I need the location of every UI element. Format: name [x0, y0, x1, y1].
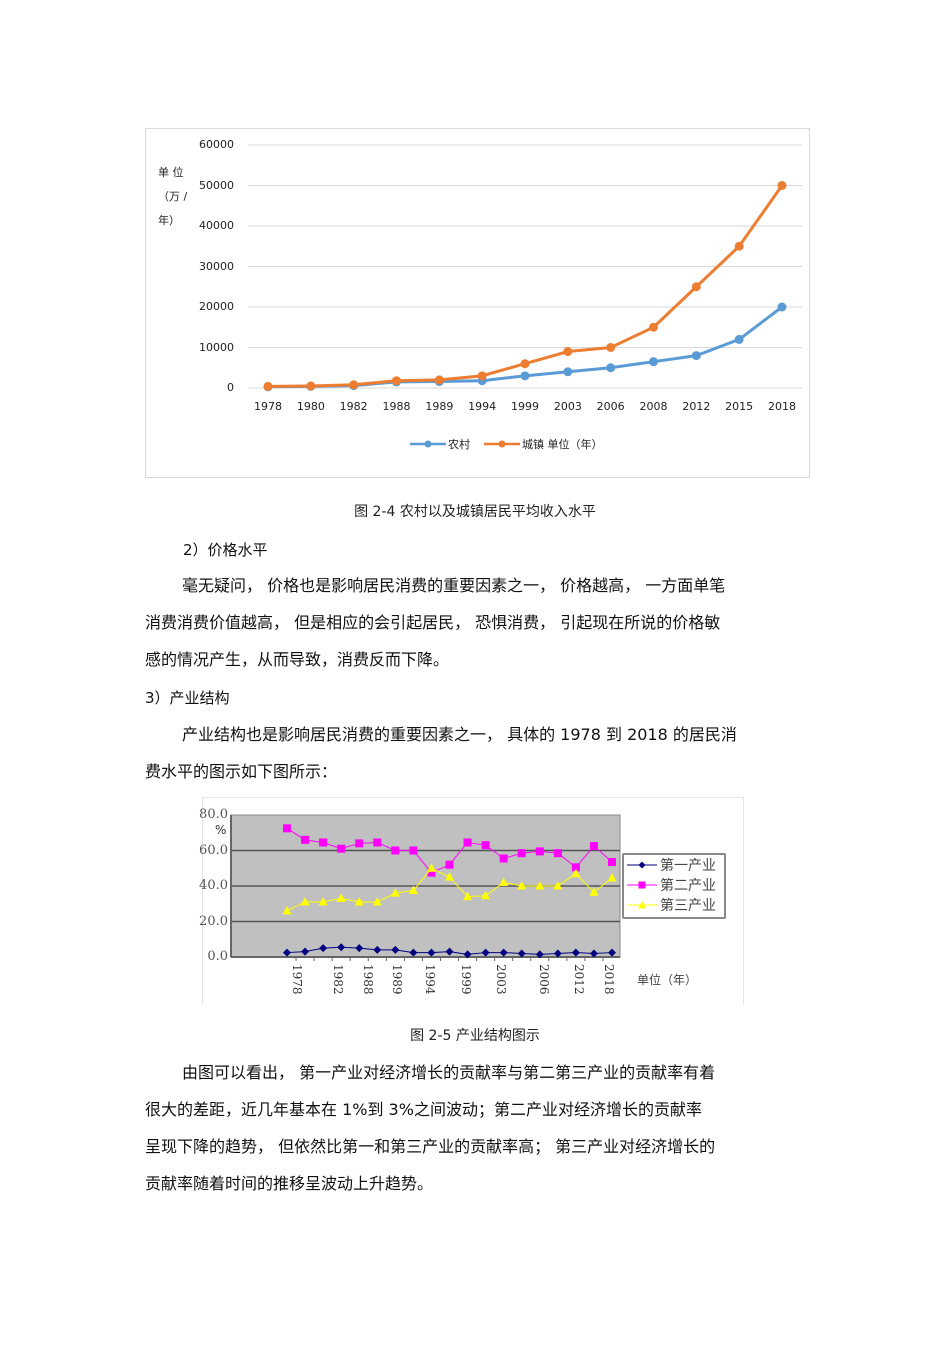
legend-label-tertiary: 第三产业	[660, 898, 716, 914]
rural-legend-marker-icon	[410, 440, 446, 448]
paragraph-line: 产业结构也是影响居民消费的重要因素之一， 具体的 1978 到 2018 的居民…	[182, 725, 737, 744]
chart2-x-tick-label: 1994	[423, 964, 437, 995]
chart2-x-tick-label: 1999	[459, 964, 473, 995]
chart1-y-tick-label: 40000	[199, 219, 234, 232]
chart2-legend: 第一产业 第二产业 第三产业	[622, 853, 726, 919]
chart1-x-tick-label: 1988	[382, 400, 411, 413]
chart2-x-tick-label: 2012	[572, 964, 586, 995]
figure-2-4-chart-frame	[145, 128, 810, 478]
chart2-y-tick-label: 60.0	[199, 842, 228, 858]
chart1-x-tick-label: 1982	[339, 400, 368, 413]
chart2-x-tick-label: 1989	[390, 964, 404, 995]
paragraph-line: 贡献率随着时间的推移呈波动上升趋势。	[145, 1174, 434, 1193]
paragraph-line: 感的情况产生，从而导致，消费反而下降。	[145, 650, 450, 669]
chart2-y-tick-label: 0.0	[207, 949, 228, 964]
chart1-x-tick-label: 1989	[425, 400, 454, 413]
primary-industry-marker-icon	[627, 861, 657, 869]
legend-label-primary: 第一产业	[660, 858, 716, 874]
chart2-plot-area	[230, 814, 621, 961]
chart1-y-tick-label: 50000	[199, 178, 234, 192]
chart1-y-unit-line: 单 位	[158, 166, 184, 179]
paragraph-line: 毫无疑问， 价格也是影响居民消费的重要因素之一， 价格越高， 一方面单笔	[182, 576, 726, 595]
chart1-y-unit-line: （万 /	[158, 190, 188, 203]
section-3-heading: 3）产业结构	[145, 689, 230, 707]
chart1-x-tick-label: 2006	[596, 400, 625, 413]
section-2-heading: 2）价格水平	[183, 541, 268, 559]
figure-2-5-caption: 图 2-5 产业结构图示	[410, 1028, 540, 1044]
chart1-x-tick-label: 1980	[296, 400, 325, 413]
chart2-x-tick-label: 2018	[602, 964, 616, 995]
chart1-x-tick-label: 2008	[639, 400, 668, 413]
chart1-x-tick-label: 1999	[511, 400, 539, 413]
chart2-y-tick-label: 20.0	[199, 913, 228, 929]
chart1-legend: 农村 城镇 单位（年）	[410, 436, 603, 452]
chart2-x-tick-label: 2006	[537, 964, 551, 995]
legend-label-secondary: 第二产业	[660, 878, 716, 894]
chart1-plot-area	[248, 144, 802, 392]
chart2-x-unit-label: 单位（年）	[637, 973, 698, 987]
chart2-x-tick-label: 1978	[290, 964, 304, 995]
legend-label-urban: 城镇 单位（年）	[522, 438, 603, 451]
paragraph-line: 呈现下降的趋势， 但依然比第一和第三产业的贡献率高； 第三产业对经济增长的	[145, 1137, 716, 1156]
chart2-x-tick-label: 1988	[361, 964, 375, 995]
chart1-y-tick-label: 0	[227, 381, 234, 394]
chart1-y-tick-label: 30000	[199, 259, 234, 273]
secondary-industry-marker-icon	[627, 881, 657, 889]
chart1-y-tick-label: 60000	[199, 138, 234, 151]
chart1-x-tick-label: 2003	[553, 400, 582, 413]
chart2-y-tick-label: 40.0	[199, 878, 228, 893]
chart1-y-tick-label: 20000	[199, 300, 234, 313]
paragraph-line: 费水平的图示如下图所示：	[145, 762, 338, 781]
paragraph-line: 很大的差距，近几年基本在 1%到 3%之间波动；第二产业对经济增长的贡献率	[145, 1100, 702, 1119]
legend-item-secondary: 第二产业	[627, 875, 724, 895]
paragraph-line: 由图可以看出， 第一产业对经济增长的贡献率与第二第三产业的贡献率有着	[182, 1063, 716, 1082]
section-2-paragraph: 毫无疑问， 价格也是影响居民消费的重要因素之一， 价格越高， 一方面单笔 消费消…	[145, 567, 815, 678]
paragraph-line: 消费消费价值越高， 但是相应的会引起居民， 恐惧消费， 引起现在所说的价格敏	[145, 613, 721, 632]
legend-item-tertiary: 第三产业	[627, 895, 724, 915]
chart1-y-tick-label: 10000	[199, 340, 234, 354]
legend-label-rural: 农村	[448, 438, 470, 451]
chart1-x-tick-label: 2018	[768, 400, 796, 413]
figure-2-4-caption: 图 2-4 农村以及城镇居民平均收入水平	[354, 504, 596, 520]
section-3-paragraph: 产业结构也是影响居民消费的重要因素之一， 具体的 1978 到 2018 的居民…	[145, 716, 815, 790]
chart1-x-tick-label: 2015	[725, 400, 754, 413]
tertiary-industry-marker-icon	[627, 901, 657, 909]
chart1-x-tick-label: 1994	[468, 400, 497, 413]
legend-item-primary: 第一产业	[627, 855, 724, 875]
chart1-x-tick-label: 2012	[682, 400, 711, 413]
chart2-x-tick-label: 1982	[331, 964, 345, 995]
chart2-y-tick-label: 80.0	[199, 807, 228, 822]
chart1-y-unit-label: 单 位 （万 / 年）	[158, 161, 187, 233]
chart2-y-unit-label: %	[215, 823, 227, 837]
conclusion-paragraph: 由图可以看出， 第一产业对经济增长的贡献率与第二第三产业的贡献率有着 很大的差距…	[145, 1054, 825, 1202]
chart2-x-tick-label: 2003	[494, 964, 508, 995]
chart1-y-unit-line: 年）	[158, 214, 180, 227]
chart1-x-tick-label: 1978	[254, 400, 282, 413]
urban-legend-marker-icon	[484, 440, 520, 448]
